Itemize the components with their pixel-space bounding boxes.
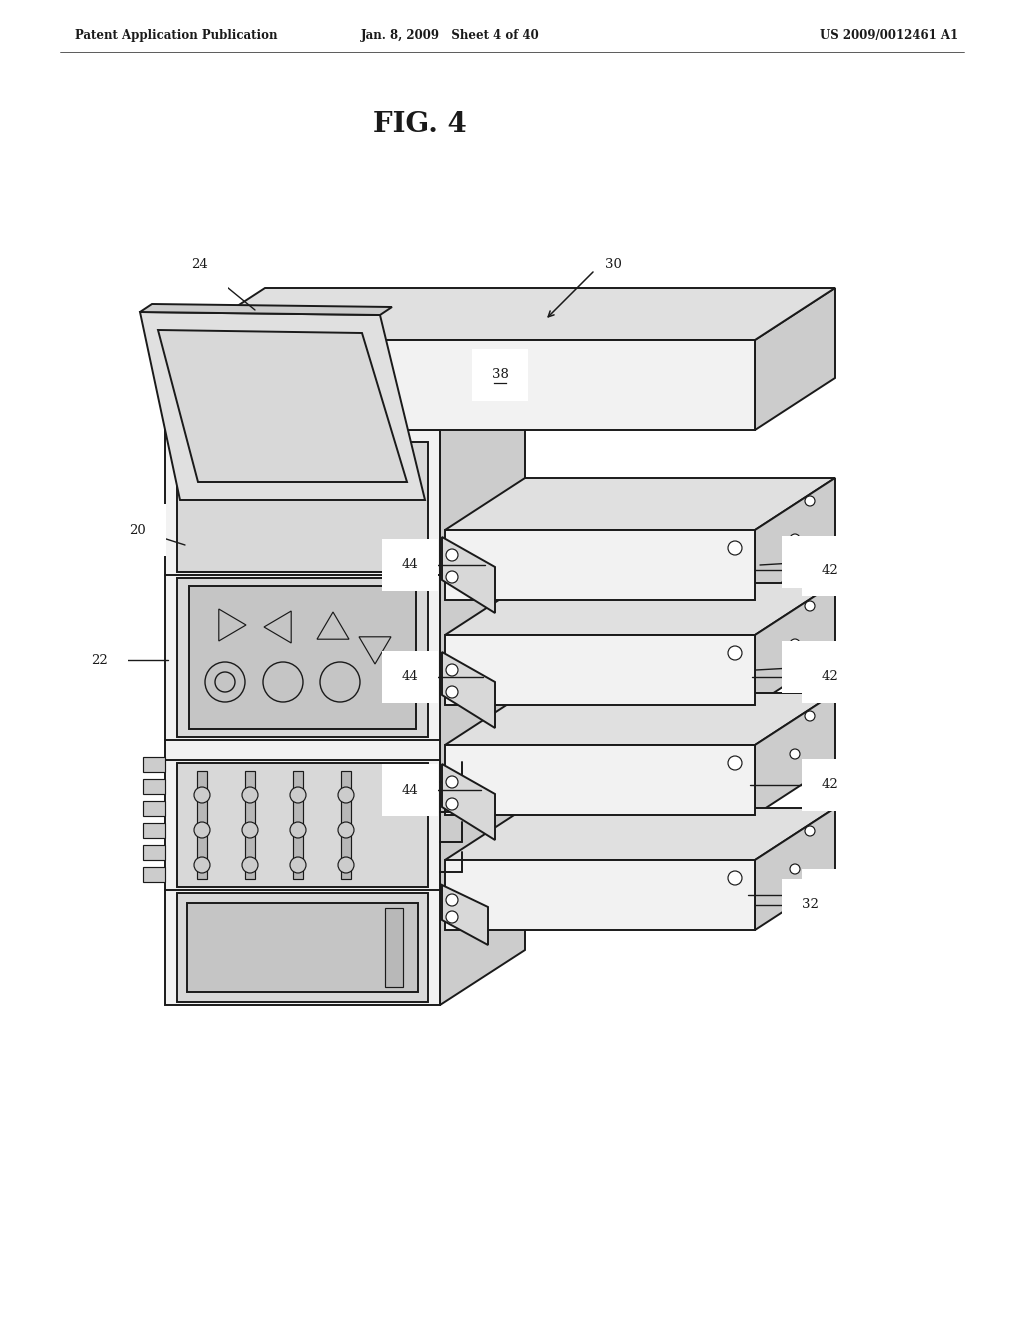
Polygon shape bbox=[143, 801, 165, 816]
Circle shape bbox=[194, 857, 210, 873]
Polygon shape bbox=[442, 884, 488, 945]
Circle shape bbox=[446, 799, 458, 810]
Circle shape bbox=[446, 549, 458, 561]
Polygon shape bbox=[755, 583, 835, 705]
Text: US 2009/0012461 A1: US 2009/0012461 A1 bbox=[820, 29, 958, 41]
Polygon shape bbox=[755, 288, 835, 430]
Text: 42: 42 bbox=[821, 671, 839, 684]
Circle shape bbox=[242, 787, 258, 803]
Polygon shape bbox=[445, 808, 835, 861]
Text: 42: 42 bbox=[821, 779, 839, 792]
Circle shape bbox=[805, 496, 815, 506]
Text: Jan. 8, 2009   Sheet 4 of 40: Jan. 8, 2009 Sheet 4 of 40 bbox=[360, 29, 540, 41]
Text: 44: 44 bbox=[401, 671, 419, 684]
Circle shape bbox=[805, 601, 815, 611]
Polygon shape bbox=[442, 764, 495, 840]
Circle shape bbox=[446, 894, 458, 906]
Circle shape bbox=[790, 748, 800, 759]
Polygon shape bbox=[442, 537, 495, 612]
Circle shape bbox=[790, 865, 800, 874]
Text: 24: 24 bbox=[191, 259, 208, 272]
Polygon shape bbox=[445, 861, 755, 931]
Polygon shape bbox=[293, 771, 303, 879]
Circle shape bbox=[446, 686, 458, 698]
Circle shape bbox=[446, 664, 458, 676]
Polygon shape bbox=[140, 312, 425, 500]
Polygon shape bbox=[245, 771, 255, 879]
Polygon shape bbox=[187, 903, 418, 993]
Polygon shape bbox=[177, 763, 428, 887]
Text: FIG. 4: FIG. 4 bbox=[373, 111, 467, 139]
Circle shape bbox=[319, 663, 360, 702]
Circle shape bbox=[242, 857, 258, 873]
Polygon shape bbox=[177, 894, 428, 1002]
Polygon shape bbox=[165, 375, 525, 430]
Text: 22: 22 bbox=[91, 653, 109, 667]
Text: 44: 44 bbox=[401, 558, 419, 572]
Circle shape bbox=[790, 639, 800, 649]
Polygon shape bbox=[445, 583, 835, 635]
Circle shape bbox=[805, 711, 815, 721]
Polygon shape bbox=[755, 693, 835, 814]
Circle shape bbox=[728, 541, 742, 554]
Polygon shape bbox=[189, 586, 416, 729]
Polygon shape bbox=[755, 808, 835, 931]
Circle shape bbox=[728, 756, 742, 770]
Polygon shape bbox=[185, 288, 835, 341]
Polygon shape bbox=[143, 867, 165, 882]
Polygon shape bbox=[445, 693, 835, 744]
Circle shape bbox=[728, 645, 742, 660]
Text: 34: 34 bbox=[802, 660, 818, 673]
Circle shape bbox=[805, 826, 815, 836]
Text: 30: 30 bbox=[605, 259, 622, 272]
Polygon shape bbox=[177, 578, 428, 737]
Circle shape bbox=[446, 911, 458, 923]
Circle shape bbox=[446, 776, 458, 788]
Circle shape bbox=[290, 857, 306, 873]
Circle shape bbox=[290, 822, 306, 838]
Circle shape bbox=[338, 822, 354, 838]
Circle shape bbox=[263, 663, 303, 702]
Circle shape bbox=[446, 572, 458, 583]
Text: Patent Application Publication: Patent Application Publication bbox=[75, 29, 278, 41]
Polygon shape bbox=[143, 822, 165, 838]
Polygon shape bbox=[445, 635, 755, 705]
Polygon shape bbox=[442, 652, 495, 729]
Circle shape bbox=[338, 787, 354, 803]
Polygon shape bbox=[445, 531, 755, 601]
Polygon shape bbox=[143, 756, 165, 772]
Text: 44: 44 bbox=[401, 784, 419, 796]
Polygon shape bbox=[440, 375, 525, 1005]
Circle shape bbox=[338, 857, 354, 873]
Polygon shape bbox=[445, 478, 835, 531]
Polygon shape bbox=[143, 779, 165, 795]
Polygon shape bbox=[755, 478, 835, 601]
Circle shape bbox=[290, 787, 306, 803]
Polygon shape bbox=[385, 908, 403, 987]
Text: 42: 42 bbox=[821, 888, 839, 902]
Text: 20: 20 bbox=[130, 524, 146, 536]
Circle shape bbox=[790, 535, 800, 544]
Polygon shape bbox=[177, 442, 428, 572]
Polygon shape bbox=[158, 330, 407, 482]
Circle shape bbox=[728, 871, 742, 884]
Circle shape bbox=[194, 822, 210, 838]
Polygon shape bbox=[143, 845, 165, 861]
Polygon shape bbox=[165, 430, 440, 1005]
Polygon shape bbox=[445, 744, 755, 814]
Text: 36: 36 bbox=[802, 556, 818, 569]
Circle shape bbox=[242, 822, 258, 838]
Text: 38: 38 bbox=[492, 368, 509, 381]
Text: 42: 42 bbox=[821, 564, 839, 577]
Polygon shape bbox=[140, 304, 392, 315]
Text: 32: 32 bbox=[802, 899, 818, 912]
Polygon shape bbox=[185, 341, 755, 430]
Polygon shape bbox=[341, 771, 351, 879]
Circle shape bbox=[205, 663, 245, 702]
Polygon shape bbox=[197, 771, 207, 879]
Circle shape bbox=[194, 787, 210, 803]
